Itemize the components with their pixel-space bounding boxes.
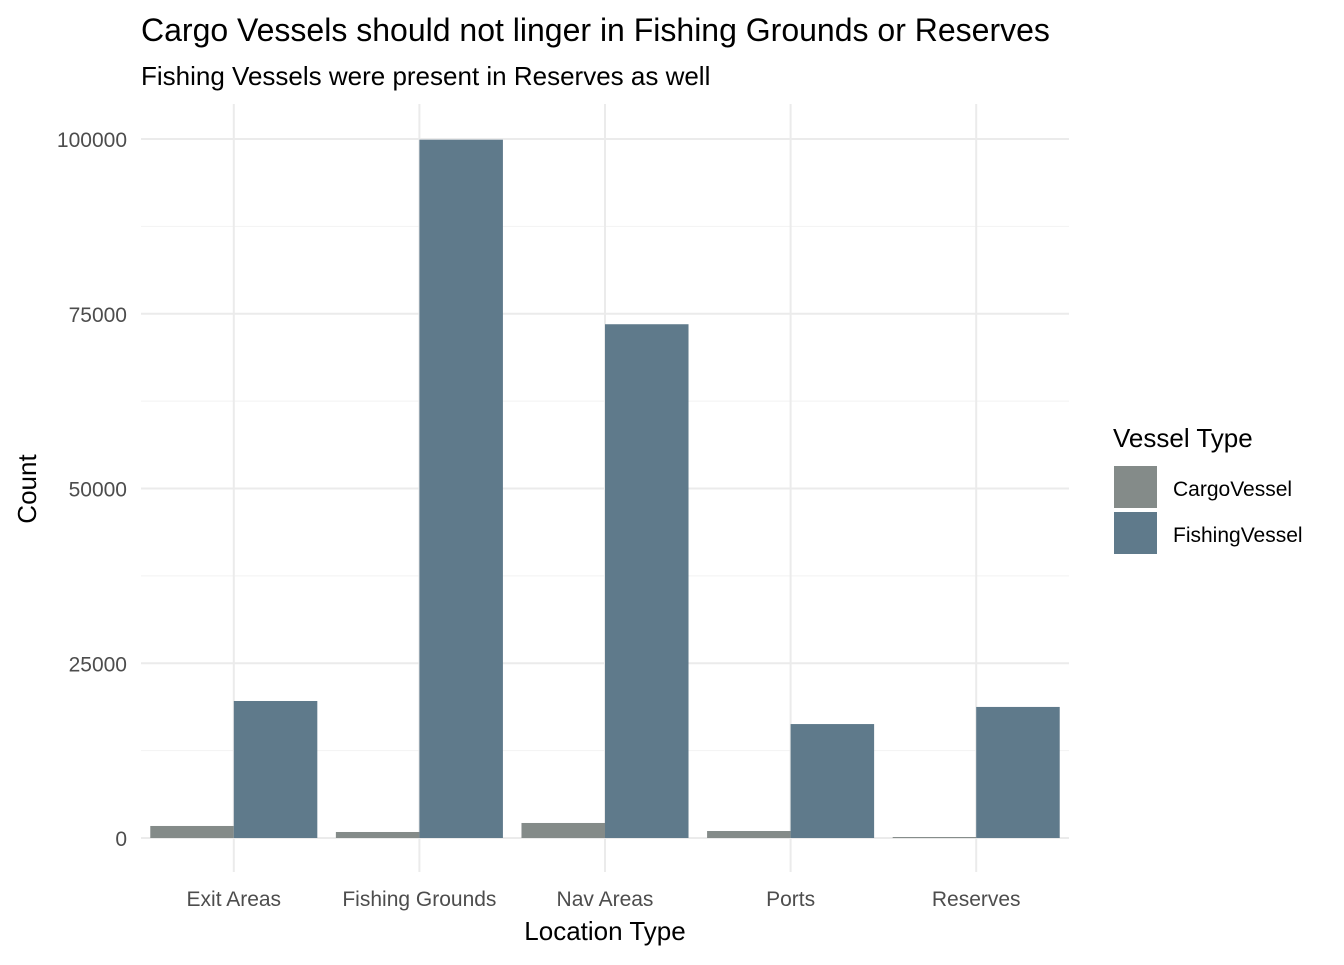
legend-label: CargoVessel	[1173, 478, 1292, 501]
x-axis-label: Location Type	[524, 916, 685, 946]
bar-fishingvessel-exit-areas	[233, 700, 318, 838]
legend-title: Vessel Type	[1113, 423, 1253, 453]
chart-title: Cargo Vessels should not linger in Fishi…	[141, 12, 1050, 48]
bar-cargovessel-nav-areas	[521, 822, 605, 838]
y-axis-label: Count	[12, 454, 42, 524]
bar-cargovessel-fishing-grounds	[335, 831, 420, 838]
bar-cargovessel-exit-areas	[150, 825, 234, 838]
chart-subtitle: Fishing Vessels were present in Reserves…	[141, 61, 710, 91]
x-tick-label: Fishing Grounds	[342, 888, 496, 911]
x-tick-label: Exit Areas	[187, 888, 282, 911]
x-tick-label: Reserves	[932, 888, 1021, 911]
y-tick-label: 25000	[69, 653, 127, 676]
bar-cargovessel-reserves	[892, 837, 977, 839]
y-tick-label: 50000	[69, 479, 127, 502]
legend-swatch-fishingvessel	[1114, 512, 1157, 554]
legend-label: FishingVessel	[1173, 524, 1303, 547]
bar-fishingvessel-ports	[790, 724, 875, 838]
y-tick-label: 0	[115, 828, 127, 851]
x-tick-label: Nav Areas	[557, 888, 654, 911]
bar-fishingvessel-fishing-grounds	[419, 139, 503, 839]
y-tick-label: 75000	[69, 304, 127, 327]
legend-swatch-cargovessel	[1114, 466, 1157, 508]
y-tick-label: 100000	[57, 129, 127, 152]
bar-fishingvessel-nav-areas	[605, 324, 689, 838]
x-tick-label: Ports	[766, 888, 815, 911]
bar-fishingvessel-reserves	[976, 706, 1060, 838]
bar-cargovessel-ports	[707, 831, 791, 838]
